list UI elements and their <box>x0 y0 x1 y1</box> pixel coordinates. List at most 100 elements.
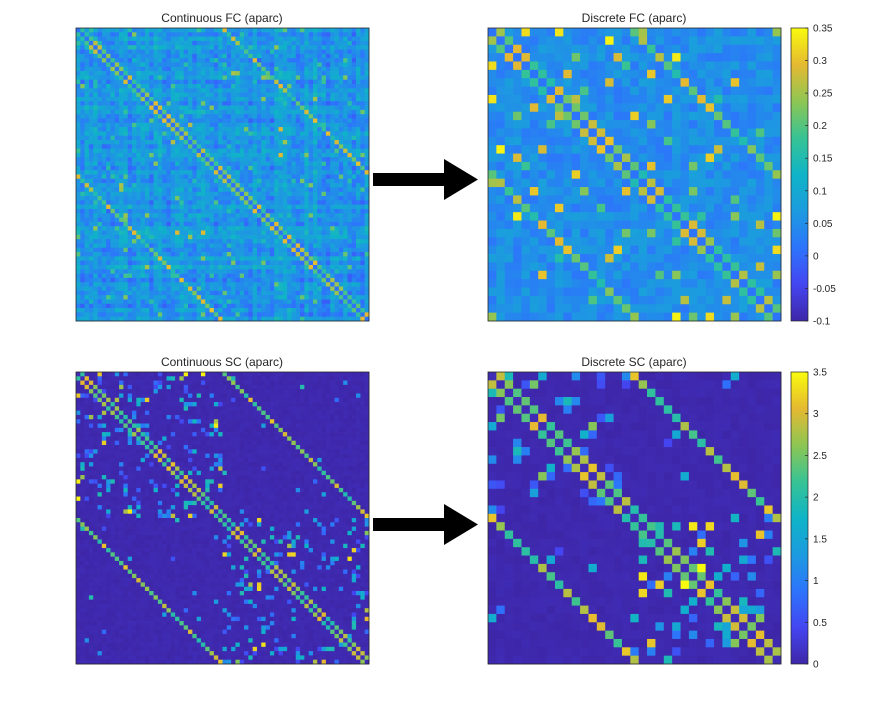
heatmap-cell <box>166 88 172 93</box>
heatmap-cell <box>248 84 254 89</box>
heatmap-cell <box>84 118 90 124</box>
heatmap-cell <box>76 213 81 218</box>
heatmap-cell <box>196 131 202 137</box>
heatmap-cell <box>183 88 189 93</box>
heatmap-cell <box>274 135 279 141</box>
heatmap-cell <box>325 144 331 149</box>
heatmap-cell <box>226 114 232 119</box>
heatmap-cell <box>170 105 176 111</box>
heatmap-cell <box>140 45 146 50</box>
heatmap-cell <box>226 247 232 253</box>
heatmap-cell <box>213 66 219 72</box>
heatmap-cell <box>308 213 314 218</box>
heatmap-cell <box>127 252 133 257</box>
heatmap-cell <box>308 174 314 180</box>
heatmap-cell <box>205 256 210 262</box>
heatmap-cell <box>304 286 310 292</box>
heatmap-cell <box>162 191 167 197</box>
heatmap-cell <box>504 36 514 46</box>
heatmap-cell <box>317 152 322 158</box>
heatmap-cell <box>110 208 116 214</box>
heatmap-cell <box>554 103 564 113</box>
heatmap-cell <box>338 256 344 262</box>
heatmap-cell <box>88 170 94 175</box>
heatmap-cell <box>278 174 284 180</box>
heatmap-cell <box>76 62 81 68</box>
heatmap-cell <box>239 28 245 33</box>
heatmap-cell <box>132 308 137 313</box>
heatmap-cell <box>269 66 275 72</box>
heatmap-cell <box>222 277 228 283</box>
heatmap-cell <box>261 286 266 292</box>
heatmap-cell <box>252 303 258 309</box>
heatmap-cell <box>192 92 197 98</box>
heatmap-cell <box>84 62 90 68</box>
heatmap-cell <box>295 135 301 141</box>
heatmap-cell <box>364 295 370 300</box>
heatmap-cell <box>235 75 241 81</box>
heatmap-cell <box>110 118 116 124</box>
heatmap-cell <box>304 140 310 145</box>
heatmap-cell <box>114 183 120 188</box>
heatmap-cell <box>80 157 85 162</box>
heatmap-cell <box>239 273 245 279</box>
heatmap-cell <box>213 118 219 124</box>
heatmap-cell <box>269 204 275 210</box>
heatmap-cell <box>304 269 310 274</box>
heatmap-cell <box>132 161 137 167</box>
heatmap-cell <box>97 256 103 262</box>
heatmap-cell <box>119 174 124 180</box>
heatmap-cell <box>282 92 288 98</box>
heatmap-cell <box>295 105 301 111</box>
heatmap-cell <box>325 230 331 236</box>
heatmap-cell <box>755 61 765 71</box>
heatmap-cell <box>722 78 732 87</box>
heatmap-cell <box>291 213 297 218</box>
heatmap-cell <box>235 200 241 206</box>
heatmap-cell <box>188 269 193 274</box>
heatmap-cell <box>265 200 271 206</box>
heatmap-cell <box>123 200 129 206</box>
heatmap-cell <box>183 114 189 119</box>
heatmap-cell <box>123 84 129 89</box>
heatmap-cell <box>175 260 180 266</box>
heatmap-cell <box>295 71 301 76</box>
heatmap-cell <box>580 94 589 104</box>
heatmap-cell <box>295 127 301 132</box>
heatmap-cell <box>80 286 85 292</box>
heatmap-cell <box>213 290 219 296</box>
heatmap-cell <box>80 221 85 227</box>
heatmap-cell <box>252 122 258 128</box>
heatmap-cell <box>226 96 232 102</box>
heatmap-cell <box>222 308 228 313</box>
heatmap-cell <box>356 53 361 59</box>
heatmap-cell <box>175 277 180 283</box>
heatmap-cell <box>231 295 236 300</box>
heatmap-cell <box>287 277 292 283</box>
heatmap-cell <box>119 290 124 296</box>
heatmap-cell <box>321 208 327 214</box>
heatmap-cell <box>196 32 202 37</box>
heatmap-cell <box>192 273 197 279</box>
heatmap-cell <box>144 247 150 253</box>
heatmap-cell <box>265 45 271 50</box>
heatmap-cell <box>175 49 180 55</box>
heatmap-cell <box>300 49 305 55</box>
heatmap-cell <box>222 221 228 227</box>
heatmap-cell <box>755 103 765 113</box>
heatmap-cell <box>188 58 193 63</box>
heatmap-cell <box>196 277 202 283</box>
heatmap-cell <box>261 165 266 171</box>
heatmap-cell <box>218 273 223 279</box>
heatmap-cell <box>282 84 288 89</box>
heatmap-cell <box>93 260 98 266</box>
heatmap-cell <box>308 316 314 322</box>
heatmap-cell <box>175 213 180 218</box>
heatmap-cell <box>287 118 292 124</box>
heatmap-cell <box>343 247 348 253</box>
heatmap-cell <box>274 247 279 253</box>
heatmap-cell <box>119 49 124 55</box>
heatmap-cell <box>304 88 310 93</box>
heatmap-cell <box>347 174 353 180</box>
heatmap-cell <box>252 273 258 279</box>
